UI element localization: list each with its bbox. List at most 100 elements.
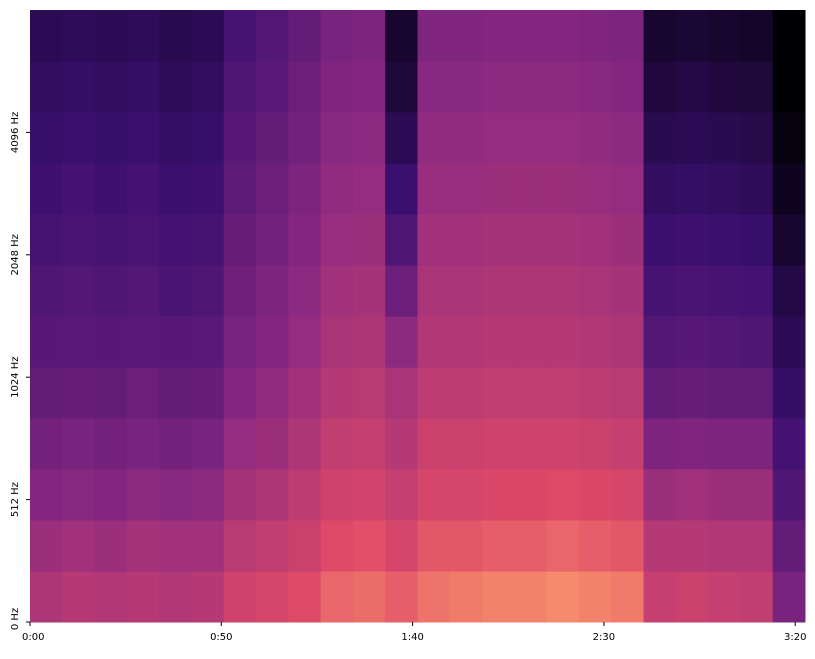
spectrogram-cell xyxy=(578,10,612,62)
spectrogram-cell xyxy=(449,214,483,266)
spectrogram-cell xyxy=(159,519,192,572)
spectrogram-cell xyxy=(223,163,257,215)
spectrogram-cell xyxy=(320,519,354,572)
spectrogram-cell xyxy=(740,111,774,164)
spectrogram-cell xyxy=(256,214,289,266)
spectrogram-cell xyxy=(159,571,192,623)
spectrogram-cell xyxy=(191,519,225,572)
spectrogram-cell xyxy=(223,571,257,623)
spectrogram-cell xyxy=(611,316,645,368)
spectrogram-cell xyxy=(223,61,257,113)
spectrogram-cell xyxy=(288,468,322,521)
spectrogram-cell xyxy=(675,214,709,266)
spectrogram-cell xyxy=(62,111,96,164)
spectrogram-cell xyxy=(417,214,451,266)
spectrogram-cell xyxy=(675,519,709,572)
spectrogram-cell xyxy=(159,214,192,266)
spectrogram-cell xyxy=(417,468,451,521)
spectrogram-cell xyxy=(30,468,63,521)
spectrogram-cell xyxy=(514,519,548,572)
spectrogram-cell xyxy=(159,367,192,419)
spectrogram-cell xyxy=(772,468,806,521)
spectrogram-cell xyxy=(578,214,612,266)
spectrogram-cell xyxy=(288,571,322,623)
spectrogram-cell xyxy=(191,163,225,215)
spectrogram-cell xyxy=(740,163,774,215)
spectrogram-cell xyxy=(708,265,741,317)
spectrogram-cell xyxy=(514,163,548,215)
spectrogram-cell xyxy=(482,367,515,419)
spectrogram-cell xyxy=(62,163,96,215)
spectrogram-cell xyxy=(643,519,677,572)
spectrogram-cell xyxy=(740,367,774,419)
spectrogram-cell xyxy=(191,10,225,62)
spectrogram-cell xyxy=(643,468,677,521)
spectrogram-cell xyxy=(449,111,483,164)
spectrogram-cell xyxy=(482,316,515,368)
spectrogram-cell xyxy=(675,571,709,623)
spectrogram-cell xyxy=(675,316,709,368)
y-tick-label: 2048 Hz xyxy=(10,234,21,275)
spectrogram-cell xyxy=(30,316,63,368)
spectrogram-cell xyxy=(159,468,192,521)
spectrogram-cell xyxy=(126,571,160,623)
spectrogram-cell xyxy=(675,367,709,419)
spectrogram-cell xyxy=(352,163,386,215)
spectrogram-cell xyxy=(126,265,160,317)
spectrogram-cell xyxy=(385,265,418,317)
spectrogram-cell xyxy=(94,468,128,521)
spectrogram-cell xyxy=(62,367,96,419)
spectrogram-cell xyxy=(772,10,806,62)
spectrogram-cell xyxy=(708,468,741,521)
spectrogram-cell xyxy=(385,10,418,62)
spectrogram-cell xyxy=(482,61,515,113)
spectrogram-cell xyxy=(62,265,96,317)
spectrogram-cell xyxy=(514,367,548,419)
spectrogram-cell xyxy=(449,367,483,419)
spectrogram-cell xyxy=(675,417,709,470)
spectrogram-cell xyxy=(94,61,128,113)
spectrogram-cell xyxy=(675,10,709,62)
spectrogram-cell xyxy=(62,417,96,470)
spectrogram-cell xyxy=(223,10,257,62)
spectrogram-cell xyxy=(772,61,806,113)
spectrogram-cell xyxy=(643,417,677,470)
spectrogram-cell xyxy=(62,519,96,572)
spectrogram-cell xyxy=(126,163,160,215)
spectrogram-cell xyxy=(514,571,548,623)
spectrogram-cell xyxy=(772,111,806,164)
spectrogram-cell xyxy=(256,111,289,164)
spectrogram-cell xyxy=(62,316,96,368)
spectrogram-cell xyxy=(546,214,580,266)
spectrogram-cell xyxy=(159,163,192,215)
spectrogram-cell xyxy=(94,163,128,215)
spectrogram-cell xyxy=(159,111,192,164)
spectrogram-cell xyxy=(320,468,354,521)
spectrogram-cell xyxy=(417,265,451,317)
spectrogram-cell xyxy=(30,111,63,164)
spectrogram-cell xyxy=(482,571,515,623)
spectrogram-cell xyxy=(352,519,386,572)
spectrogram-cell xyxy=(546,417,580,470)
spectrogram-cell xyxy=(417,519,451,572)
spectrogram-cell xyxy=(643,316,677,368)
spectrogram-cell xyxy=(352,214,386,266)
spectrogram-cell xyxy=(159,417,192,470)
spectrogram-cell xyxy=(352,111,386,164)
spectrogram-cell xyxy=(191,61,225,113)
spectrogram-cell xyxy=(546,367,580,419)
spectrogram-cell xyxy=(708,214,741,266)
spectrogram-cell xyxy=(546,163,580,215)
spectrogram-cell xyxy=(708,61,741,113)
spectrogram-cell xyxy=(449,417,483,470)
spectrogram-cell xyxy=(708,417,741,470)
spectrogram-cell xyxy=(126,316,160,368)
spectrogram-cell xyxy=(94,417,128,470)
spectrogram-cell xyxy=(514,316,548,368)
spectrogram-cell xyxy=(385,61,418,113)
spectrogram-cell xyxy=(288,316,322,368)
spectrogram-cell xyxy=(514,111,548,164)
spectrogram-cell xyxy=(256,367,289,419)
spectrogram-cell xyxy=(352,417,386,470)
spectrogram-cell xyxy=(482,265,515,317)
